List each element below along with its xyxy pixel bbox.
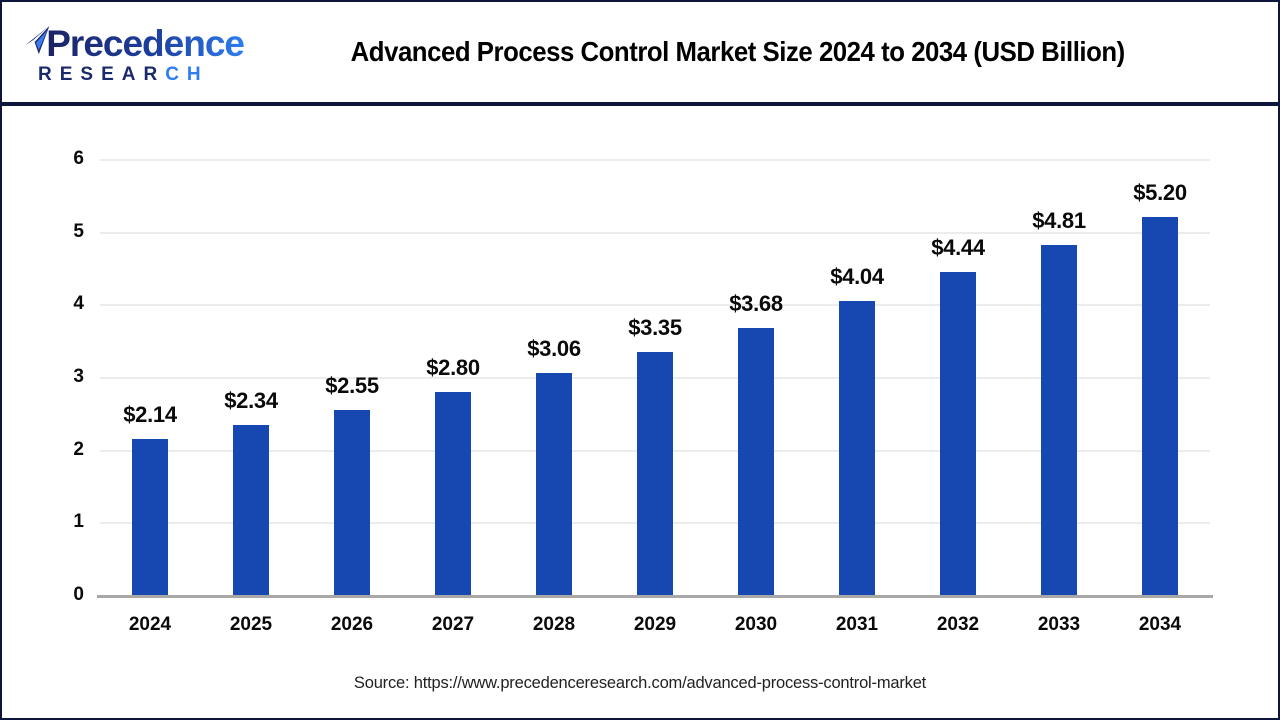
bar-2033 (1041, 245, 1077, 595)
bar-2029 (637, 351, 673, 595)
precedence-research-logo: Precedence RESEARCH (24, 18, 245, 84)
gridline-y5 (100, 231, 1210, 234)
value-label-2030: $3.68 (729, 290, 783, 316)
x-axis-tick-2029: 2029 (633, 614, 677, 635)
x-axis-tick-2032: 2032 (936, 614, 980, 635)
bar-2024 (132, 439, 168, 595)
page-title: Advanced Process Control Market Size 202… (217, 2, 1258, 102)
header: Precedence RESEARCH Advanced Process Con… (2, 2, 1278, 106)
page-title-text: Advanced Process Control Market Size 202… (350, 36, 1125, 67)
bar-2026 (334, 409, 370, 595)
value-label-2032: $4.44 (931, 235, 985, 261)
bar-2030 (738, 327, 774, 595)
x-axis-tick-2024: 2024 (128, 614, 172, 635)
bar-2027 (435, 391, 471, 595)
paper-plane-icon (24, 25, 50, 55)
x-axis-tick-2033: 2033 (1037, 614, 1081, 635)
logo-row-brand: Precedence (24, 18, 245, 64)
value-label-2024: $2.14 (123, 402, 177, 428)
value-label-2034: $5.20 (1133, 180, 1187, 206)
y-axis-tick-4: 4 (73, 293, 84, 315)
x-axis-tick-2030: 2030 (734, 614, 778, 635)
value-label-2025: $2.34 (224, 387, 278, 413)
value-label-2033: $4.81 (1032, 208, 1086, 234)
bar-2028 (536, 372, 572, 595)
bar-2031 (839, 301, 875, 595)
x-axis-tick-2026: 2026 (330, 614, 374, 635)
chart-area: Source: https://www.precedenceresearch.c… (2, 106, 1278, 714)
x-axis-tick-2028: 2028 (532, 614, 576, 635)
bar-2032 (940, 272, 976, 595)
x-axis-tick-2025: 2025 (229, 614, 273, 635)
value-label-2031: $4.04 (830, 264, 884, 290)
bar-2025 (233, 424, 269, 595)
value-label-2027: $2.80 (426, 354, 480, 380)
source-text: Source: https://www.precedenceresearch.c… (353, 674, 927, 692)
logo-brand-text: Precedence (46, 23, 245, 64)
y-axis-tick-6: 6 (73, 148, 84, 169)
logo-research-accent: CH (165, 64, 209, 85)
x-axis-line (97, 595, 1213, 598)
gridline-y6 (100, 159, 1210, 161)
y-axis-tick-1: 1 (73, 511, 84, 533)
y-axis-tick-3: 3 (73, 366, 84, 387)
logo-research-text: RESEARCH (24, 65, 244, 84)
logo-research-main: RESEAR (38, 64, 166, 85)
y-axis-tick-5: 5 (73, 220, 84, 242)
gridline-y4 (100, 304, 1210, 307)
y-axis-tick-2: 2 (73, 438, 84, 460)
x-axis-tick-2031: 2031 (835, 614, 879, 635)
value-label-2026: $2.55 (325, 372, 379, 398)
x-axis-tick-2027: 2027 (431, 614, 475, 635)
bar-2034 (1142, 217, 1178, 595)
y-axis-tick-0: 0 (73, 584, 84, 605)
x-axis-tick-2034: 2034 (1138, 614, 1182, 635)
value-label-2029: $3.35 (628, 314, 682, 340)
value-label-2028: $3.06 (527, 335, 581, 361)
